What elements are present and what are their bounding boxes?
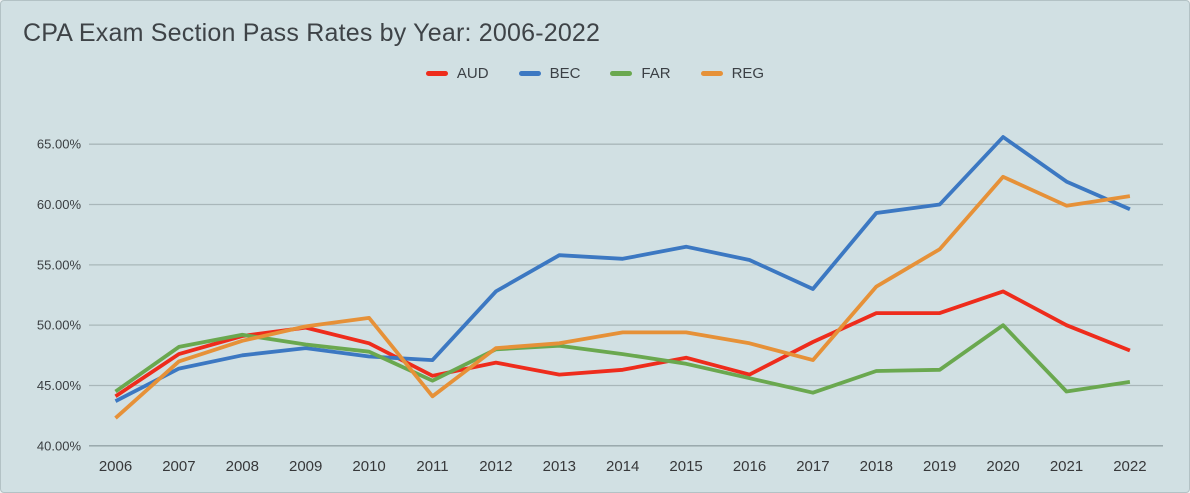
x-axis-tick-label: 2014 — [606, 458, 639, 475]
chart-title: CPA Exam Section Pass Rates by Year: 200… — [23, 19, 601, 47]
x-axis-tick-label: 2009 — [289, 458, 322, 475]
x-axis-tick-label: 2013 — [543, 458, 576, 475]
y-axis-tick-label: 50.00% — [37, 318, 82, 333]
legend-label-bec: BEC — [549, 65, 581, 82]
legend-label-far: FAR — [641, 65, 671, 82]
y-axis-tick-label: 60.00% — [37, 197, 82, 212]
reg-series-swatch-icon — [700, 71, 723, 76]
x-axis-tick-label: 2019 — [923, 458, 956, 475]
x-axis-tick-label: 2006 — [99, 458, 132, 475]
legend-item-reg[interactable]: REG — [700, 65, 765, 82]
far-series-swatch-icon — [610, 71, 633, 76]
x-axis-tick-label: 2015 — [669, 458, 702, 475]
x-axis-tick-label: 2018 — [860, 458, 893, 475]
x-axis-tick-label: 2007 — [162, 458, 195, 475]
legend-label-reg: REG — [731, 65, 765, 82]
series-line-far[interactable] — [114, 323, 1131, 395]
y-axis-tick-label: 65.00% — [37, 137, 82, 152]
x-axis-tick-label: 2021 — [1050, 458, 1083, 475]
x-axis-tick-label: 2017 — [796, 458, 829, 475]
aud-series-swatch-icon — [425, 71, 448, 76]
y-axis-tick-label: 55.00% — [37, 257, 82, 272]
x-axis-tick-label: 2012 — [479, 458, 512, 475]
x-axis-tick-label: 2011 — [416, 458, 448, 475]
chart-legend: AUD BEC FAR REG — [1, 65, 1189, 82]
y-axis-tick-label: 45.00% — [37, 378, 82, 393]
x-axis-tick-label: 2020 — [986, 458, 1019, 475]
x-axis-tick-label: 2008 — [226, 458, 259, 475]
series-line-reg[interactable] — [114, 174, 1131, 420]
series-line-bec[interactable] — [114, 135, 1131, 403]
bec-series-swatch-icon — [518, 71, 541, 76]
legend-item-far[interactable]: FAR — [610, 65, 671, 82]
y-axis-tick-label: 40.00% — [37, 438, 82, 453]
x-axis-tick-label: 2022 — [1113, 458, 1146, 475]
x-axis-tick-label: 2010 — [352, 458, 385, 475]
legend-item-aud[interactable]: AUD — [425, 65, 489, 82]
x-axis-tick-label: 2016 — [733, 458, 766, 475]
legend-item-bec[interactable]: BEC — [518, 65, 581, 82]
legend-label-aud: AUD — [456, 65, 489, 82]
